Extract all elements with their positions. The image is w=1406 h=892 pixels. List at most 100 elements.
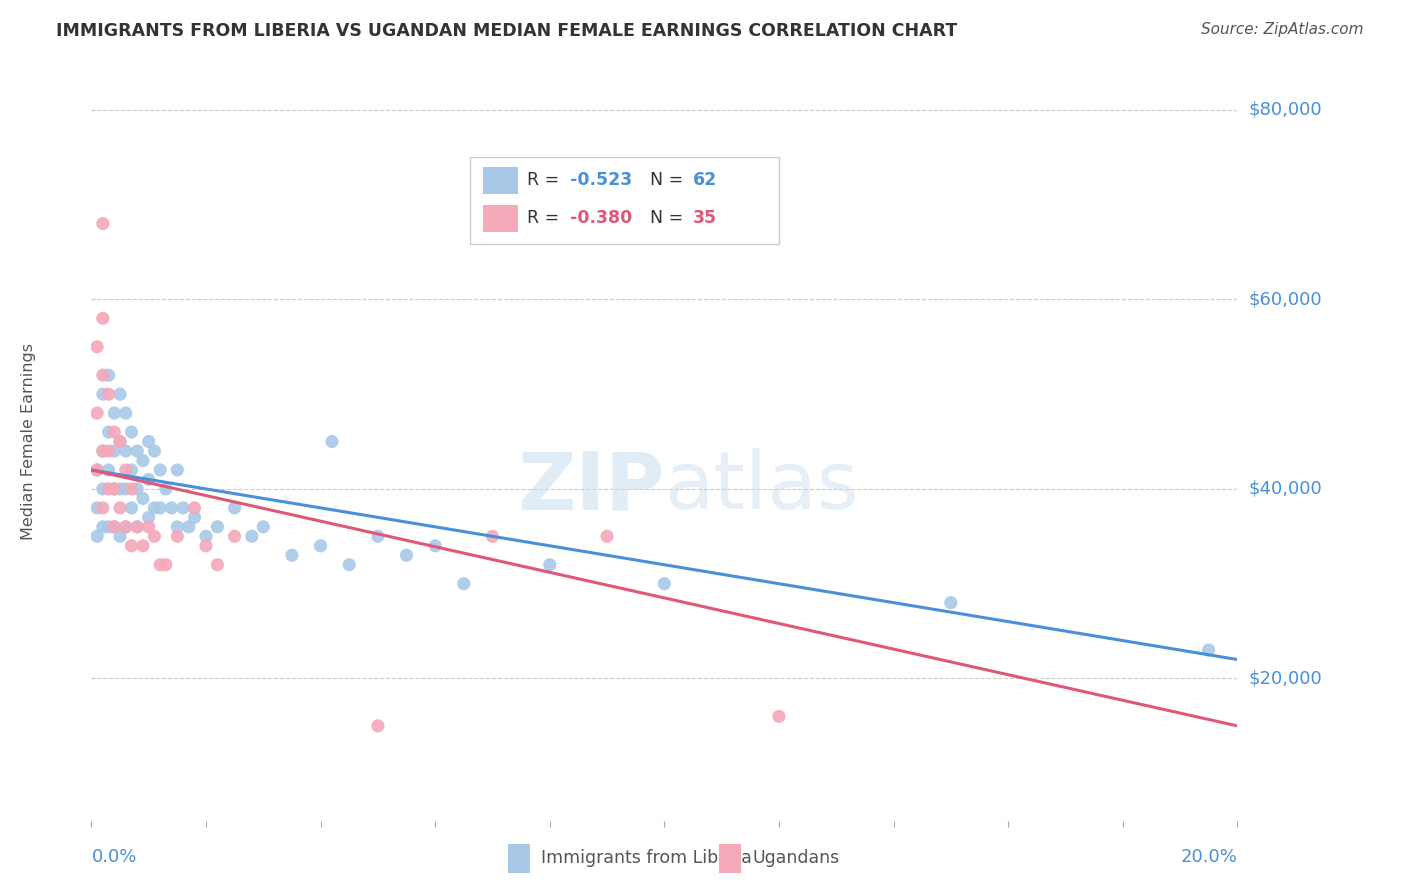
Point (183, 500, 205, 515)
Text: N =: N = (640, 209, 689, 227)
FancyBboxPatch shape (484, 167, 517, 194)
Point (91, 500, 114, 515)
Text: -0.380: -0.380 (571, 209, 633, 227)
Point (155, 558, 177, 572)
Point (177, 520, 200, 534)
Point (194, 529, 217, 543)
Point (538, 558, 561, 572)
Point (132, 453, 155, 467)
Point (127, 482, 149, 496)
Point (939, 596, 962, 610)
Point (143, 444, 166, 458)
FancyBboxPatch shape (484, 205, 517, 232)
Point (97, 444, 120, 458)
Point (224, 500, 246, 515)
Point (86, 500, 108, 515)
Point (207, 520, 229, 534)
Text: 20.0%: 20.0% (1181, 848, 1237, 866)
Point (97, 463, 120, 477)
Point (108, 434, 131, 449)
Point (149, 558, 172, 572)
Text: Median Female Earnings: Median Female Earnings (21, 343, 37, 540)
Point (768, 709, 790, 723)
Text: Source: ZipAtlas.com: Source: ZipAtlas.com (1201, 22, 1364, 37)
Point (321, 434, 343, 449)
Point (91, 368, 114, 383)
Point (132, 491, 155, 506)
Text: $40,000: $40,000 (1249, 480, 1322, 498)
Point (121, 539, 143, 553)
FancyBboxPatch shape (470, 157, 779, 244)
Text: -0.523: -0.523 (571, 171, 633, 189)
Point (108, 482, 131, 496)
Point (121, 425, 143, 439)
Point (114, 406, 136, 420)
Text: R =: R = (527, 209, 565, 227)
Point (108, 387, 131, 401)
Point (114, 520, 136, 534)
Point (114, 520, 136, 534)
Point (143, 529, 166, 543)
Point (337, 558, 360, 572)
Point (97, 425, 120, 439)
Point (166, 529, 188, 543)
Point (114, 482, 136, 496)
Point (103, 425, 125, 439)
Text: Immigrants from Liberia: Immigrants from Liberia (541, 849, 752, 867)
Point (207, 558, 229, 572)
Point (97, 520, 120, 534)
Point (97, 387, 120, 401)
Point (91, 387, 114, 401)
Point (121, 500, 143, 515)
Text: N =: N = (640, 171, 689, 189)
Point (114, 463, 136, 477)
Point (127, 520, 149, 534)
Point (240, 529, 263, 543)
Point (172, 500, 194, 515)
Point (1198, 643, 1220, 657)
Point (108, 529, 131, 543)
Point (91, 444, 114, 458)
Text: atlas: atlas (664, 448, 859, 526)
Point (166, 463, 188, 477)
Point (138, 520, 160, 534)
Text: IMMIGRANTS FROM LIBERIA VS UGANDAN MEDIAN FEMALE EARNINGS CORRELATION CHART: IMMIGRANTS FROM LIBERIA VS UGANDAN MEDIA… (56, 22, 957, 40)
Point (86, 463, 108, 477)
Point (183, 510, 205, 524)
Point (121, 463, 143, 477)
Text: R =: R = (527, 171, 565, 189)
Point (309, 539, 332, 553)
Text: $20,000: $20,000 (1249, 670, 1322, 688)
Point (194, 539, 217, 553)
Point (166, 520, 188, 534)
Point (224, 529, 246, 543)
Point (86, 406, 108, 420)
Point (86, 463, 108, 477)
Text: 0.0%: 0.0% (91, 848, 136, 866)
Point (103, 482, 125, 496)
Point (121, 482, 143, 496)
Point (395, 548, 418, 563)
Point (423, 539, 446, 553)
Point (91, 520, 114, 534)
Point (281, 548, 304, 563)
Point (481, 529, 503, 543)
Point (453, 576, 475, 591)
Point (91, 444, 114, 458)
Point (86, 340, 108, 354)
Point (91, 217, 114, 231)
Point (108, 434, 131, 449)
Point (114, 444, 136, 458)
Point (127, 444, 149, 458)
Point (91, 311, 114, 326)
Point (127, 520, 149, 534)
Point (149, 463, 172, 477)
Point (103, 444, 125, 458)
Text: $80,000: $80,000 (1249, 101, 1322, 119)
Point (138, 434, 160, 449)
Point (367, 529, 389, 543)
Text: 35: 35 (693, 209, 717, 227)
Point (155, 482, 177, 496)
Point (138, 473, 160, 487)
Point (97, 368, 120, 383)
